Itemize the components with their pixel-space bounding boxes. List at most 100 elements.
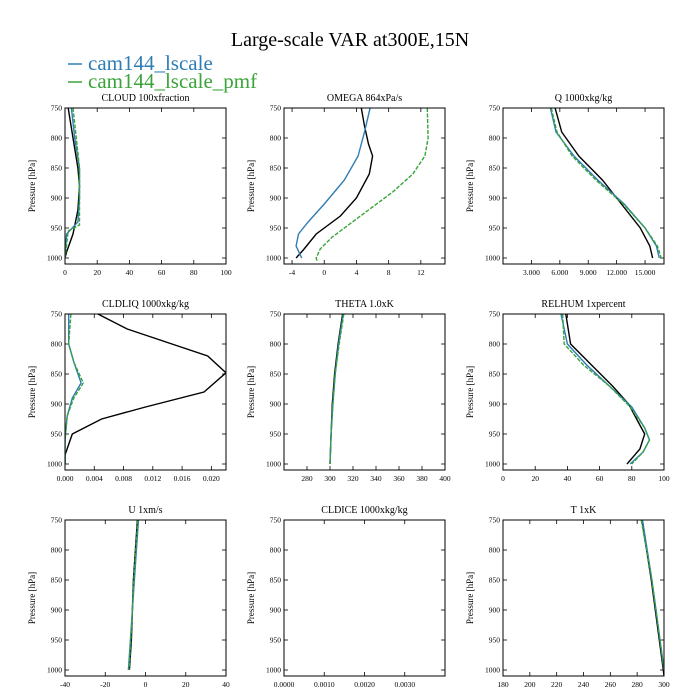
x-tick-label: 240 <box>578 680 590 689</box>
x-tick-label: 40 <box>564 474 572 483</box>
plot-frame <box>64 519 227 677</box>
panel-2: OMEGA 864xPa/s Pressure [hPa] 750 800 850 900… <box>246 93 446 277</box>
y-tick-label: 800 <box>51 340 63 349</box>
series-line-3 <box>561 314 651 465</box>
x-tick-label: 200 <box>524 680 536 689</box>
x-tick-label: -40 <box>60 680 70 689</box>
y-tick-label: 750 <box>489 310 501 319</box>
plot-frame <box>283 313 446 471</box>
y-tick-label: 750 <box>51 104 63 113</box>
x-tick-label: 8 <box>387 268 391 277</box>
y-tick-label: 850 <box>270 370 282 379</box>
x-tick-label: 20 <box>93 268 101 277</box>
y-axis-label: Pressure [hPa] <box>27 160 37 212</box>
y-axis-label: Pressure [hPa] <box>465 160 475 212</box>
y-tick-label: 950 <box>489 636 501 645</box>
y-tick-label: 750 <box>489 104 501 113</box>
x-tick-label: 300 <box>324 474 336 483</box>
x-tick-label: 300 <box>658 680 670 689</box>
y-tick-label: 950 <box>270 224 282 233</box>
panel-title: RELHUM 1xpercent <box>541 299 625 310</box>
y-tick-label: 800 <box>51 546 63 555</box>
x-tick-label: 280 <box>632 680 644 689</box>
y-tick-label: 950 <box>489 430 501 439</box>
x-tick-label: 0.0030 <box>394 680 415 689</box>
x-tick-label: 15.000 <box>635 268 656 277</box>
x-tick-label: 0 <box>144 680 148 689</box>
x-tick-label: 220 <box>551 680 563 689</box>
y-axis-label: Pressure [hPa] <box>465 366 475 418</box>
x-tick-label: 12.000 <box>606 268 627 277</box>
plot-frame <box>502 313 665 471</box>
x-tick-label: -20 <box>100 680 110 689</box>
x-tick-label: 320 <box>347 474 359 483</box>
x-tick-label: 0.0010 <box>314 680 335 689</box>
y-tick-label: 750 <box>270 310 282 319</box>
y-tick-label: 900 <box>51 606 63 615</box>
x-tick-label: 60 <box>158 268 166 277</box>
y-tick-label: 850 <box>489 576 501 585</box>
x-tick-label: 40 <box>222 680 230 689</box>
x-tick-label: 9.000 <box>580 268 597 277</box>
figure-title: Large-scale VAR at300E,15N <box>231 29 469 51</box>
x-tick-label: 3.000 <box>523 268 540 277</box>
y-tick-label: 750 <box>489 516 501 525</box>
y-tick-label: 900 <box>51 194 63 203</box>
panel-4: CLDLIQ 1000xkg/kg Pressure [hPa] 750 800 850… <box>27 299 227 483</box>
y-tick-label: 1000 <box>47 666 62 675</box>
panel-title: T 1xK <box>571 505 597 516</box>
y-tick-label: 750 <box>51 516 63 525</box>
x-tick-label: 20 <box>531 474 539 483</box>
plot-frame <box>283 519 446 677</box>
y-tick-label: 1000 <box>266 666 281 675</box>
panel-5: THETA 1.0xK Pressure [hPa] 750 800 850 900 950… <box>246 299 451 483</box>
x-tick-label: 0 <box>63 268 67 277</box>
x-tick-label: 280 <box>301 474 313 483</box>
y-tick-label: 900 <box>270 400 282 409</box>
plot-frame <box>283 107 446 265</box>
x-tick-label: 260 <box>605 680 617 689</box>
panel-7: U 1xm/s Pressure [hPa] 750 800 850 900 950 1000… <box>27 505 230 689</box>
series-line-3 <box>128 520 139 671</box>
panel-title: Q 1000xkg/kg <box>555 93 613 104</box>
series-line-1 <box>295 108 374 259</box>
y-axis-label: Pressure [hPa] <box>246 160 256 212</box>
legend-label-2: cam144_lscale_pmf <box>88 69 257 93</box>
x-tick-label: 60 <box>596 474 604 483</box>
plot-frame <box>502 107 665 265</box>
series-line-1 <box>554 108 654 259</box>
x-tick-label: 0.004 <box>86 474 103 483</box>
x-tick-label: 380 <box>416 474 428 483</box>
y-tick-label: 750 <box>270 104 282 113</box>
y-tick-label: 850 <box>51 370 63 379</box>
series-line-3 <box>329 314 345 465</box>
legend-label-1: cam144_lscale <box>88 51 213 75</box>
series-line-3 <box>640 520 664 671</box>
x-tick-label: 0.0000 <box>274 680 295 689</box>
legend: cam144_lscale cam144_lscale_pmf <box>68 51 257 93</box>
x-tick-label: 40 <box>126 268 134 277</box>
y-tick-label: 850 <box>51 576 63 585</box>
series-line-2 <box>560 314 651 465</box>
x-tick-label: 0.012 <box>144 474 161 483</box>
x-tick-label: 360 <box>393 474 405 483</box>
plot-frame <box>64 107 227 265</box>
y-tick-label: 750 <box>51 310 63 319</box>
x-tick-label: 0 <box>501 474 505 483</box>
series-line-3 <box>65 314 85 464</box>
y-tick-label: 900 <box>489 400 501 409</box>
y-axis-label: Pressure [hPa] <box>27 366 37 418</box>
x-tick-label: 100 <box>220 268 232 277</box>
series-line-2 <box>329 314 344 465</box>
y-tick-label: 1000 <box>485 460 500 469</box>
panel-title: CLOUD 100xfraction <box>101 93 189 104</box>
y-tick-label: 950 <box>270 430 282 439</box>
y-tick-label: 900 <box>489 606 501 615</box>
x-tick-label: 80 <box>628 474 636 483</box>
y-tick-label: 1000 <box>485 666 500 675</box>
y-tick-label: 900 <box>489 194 501 203</box>
y-tick-label: 800 <box>270 134 282 143</box>
x-tick-label: 0.000 <box>57 474 74 483</box>
